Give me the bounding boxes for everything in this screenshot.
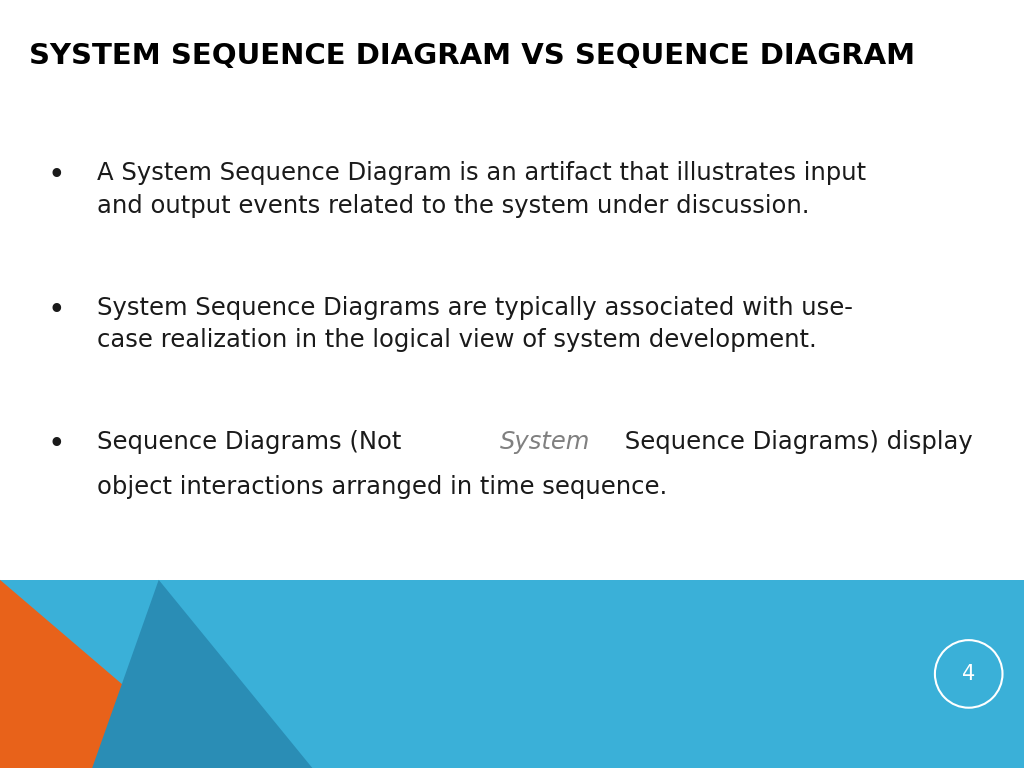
Text: System Sequence Diagrams are typically associated with use-
case realization in : System Sequence Diagrams are typically a…	[97, 296, 853, 353]
Bar	[0, 580, 1024, 768]
Text: SYSTEM SEQUENCE DIAGRAM VS SEQUENCE DIAGRAM: SYSTEM SEQUENCE DIAGRAM VS SEQUENCE DIAG…	[29, 42, 914, 70]
Text: Sequence Diagrams) display: Sequence Diagrams) display	[616, 430, 973, 454]
Text: •: •	[47, 296, 66, 325]
Text: 4: 4	[963, 664, 975, 684]
Text: Sequence Diagrams (Not: Sequence Diagrams (Not	[97, 430, 410, 454]
Text: System: System	[500, 430, 591, 454]
Text: •: •	[47, 430, 66, 459]
Text: •: •	[47, 161, 66, 190]
Polygon shape	[0, 580, 220, 768]
Polygon shape	[92, 580, 312, 768]
Text: object interactions arranged in time sequence.: object interactions arranged in time seq…	[97, 475, 668, 499]
Text: A System Sequence Diagram is an artifact that illustrates input
and output event: A System Sequence Diagram is an artifact…	[97, 161, 866, 218]
